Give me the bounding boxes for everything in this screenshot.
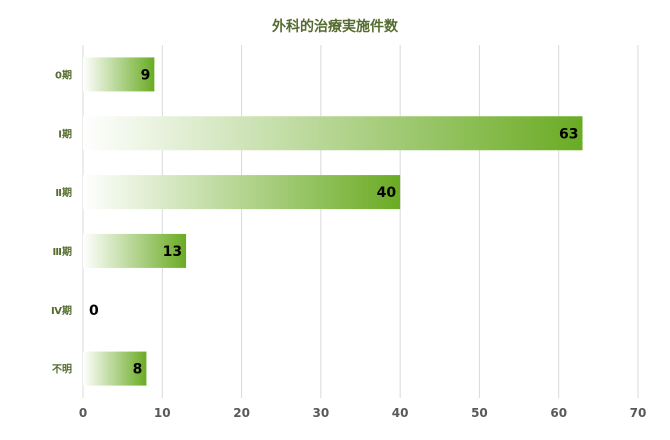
- x-tick-label: 50: [471, 406, 488, 420]
- chart-title: 外科的治療実施件数: [272, 19, 398, 35]
- bar: [83, 57, 155, 92]
- x-tick-label: 30: [313, 406, 330, 420]
- value-label: 8: [133, 362, 143, 378]
- value-label: 9: [141, 67, 151, 83]
- x-tick-label: 70: [630, 406, 647, 420]
- value-label: 13: [163, 244, 182, 260]
- x-tick-label: 20: [233, 406, 250, 420]
- bar: [83, 233, 187, 268]
- value-label: 40: [377, 185, 397, 201]
- category-label: 0期: [55, 68, 72, 81]
- bar: [83, 175, 401, 210]
- x-tick-label: 40: [392, 406, 409, 420]
- x-tick-label: 0: [79, 406, 87, 420]
- bar: [83, 116, 583, 151]
- category-label: 不明: [52, 364, 72, 376]
- category-label: Ⅲ期: [53, 245, 72, 258]
- category-label: Ⅰ期: [58, 127, 72, 140]
- value-label: 0: [89, 303, 99, 319]
- x-tick-label: 60: [550, 406, 567, 420]
- value-label: 63: [559, 126, 578, 142]
- category-label: Ⅱ期: [55, 186, 72, 199]
- category-label: Ⅳ期: [51, 304, 72, 317]
- x-tick-label: 10: [154, 406, 171, 420]
- bar: [83, 351, 147, 386]
